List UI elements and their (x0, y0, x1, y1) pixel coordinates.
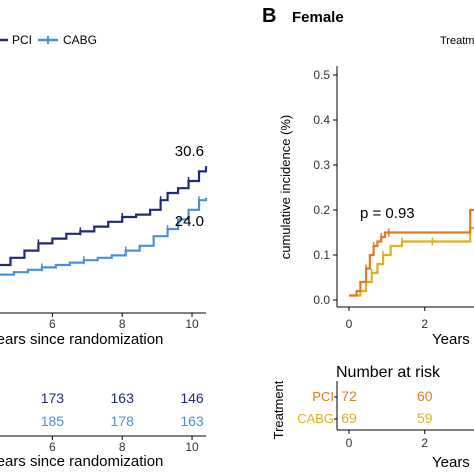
left-risk-x-ticks: 6 8 10 (49, 436, 199, 454)
right-x-tick-label: 2 (421, 317, 428, 331)
left-x-axis-label: Years since randomization (0, 331, 163, 348)
right-y-tick-label: 0.1 (313, 248, 330, 262)
left-x-ticks: 6 8 10 (49, 313, 199, 331)
legend-pci-label: PCI (12, 33, 32, 47)
left-risk-value-cabg: 163 (180, 413, 204, 429)
left-risk-value-cabg: 185 (41, 413, 65, 429)
right-panel: B Female Treatm cumulative incidence (%)… (262, 5, 474, 471)
right-series-line-cabg (349, 226, 474, 297)
right-series-line-pci (349, 208, 474, 297)
right-risk-x-tick-label: 2 (421, 436, 428, 450)
left-x-tick-label: 6 (49, 317, 56, 331)
right-risk-value-cabg: 69 (341, 410, 357, 426)
left-risk-value-pci: 163 (111, 390, 135, 406)
left-risk-x-tick-label: 6 (49, 440, 56, 454)
left-panel: PCI CABG 30.6 24.0 6 8 10 Years since rando… (0, 33, 208, 470)
left-x-tick-label: 10 (185, 317, 199, 331)
left-risk-value-cabg: 178 (111, 413, 135, 429)
right-y-tick-label: 0.0 (313, 293, 330, 307)
left-end-label-pci: 30.6 (175, 143, 204, 160)
right-y-tick-label: 0.2 (313, 203, 330, 217)
left-series: 30.6 24.0 (0, 143, 208, 276)
right-y-ticks: 0.0 0.1 0.2 0.3 0.4 0.5 (313, 68, 337, 307)
left-x-tick-label: 8 (119, 317, 126, 331)
left-end-label-cabg: 24.0 (175, 213, 204, 230)
right-risk-row-label-pci: PCI (312, 389, 334, 404)
right-y-tick-label: 0.3 (313, 158, 330, 172)
right-risk-value-pci: 60 (417, 388, 433, 404)
right-series (349, 208, 474, 297)
left-risk-x-tick-label: 10 (185, 440, 199, 454)
left-risk-x-tick-label: 8 (119, 440, 126, 454)
p-value-annotation: p = 0.93 (360, 205, 415, 222)
right-risk-rows: PCI 72 60 CABG 69 59 (297, 388, 433, 426)
right-x-tick-label: 0 (346, 317, 353, 331)
panel-title-female: Female (292, 9, 344, 26)
right-x-axis-label: Years (432, 331, 470, 348)
left-risk-value-pci: 146 (180, 390, 204, 406)
right-risk-x-tick-label: 0 (346, 436, 353, 450)
left-risk-x-axis-label: Years since randomization (0, 453, 163, 470)
left-series-line-cabg (0, 197, 208, 276)
right-risk-x-axis-label: Years (432, 454, 470, 471)
right-y-tick-label: 0.4 (313, 113, 330, 127)
right-y-tick-label: 0.5 (313, 68, 330, 82)
right-y-axis-label: cumulative incidence (%) (278, 115, 293, 260)
risk-table-y-label: Treatment (271, 380, 286, 439)
right-legend-title: Treatm (440, 35, 474, 47)
left-legend: PCI CABG (0, 33, 97, 47)
legend-cabg-label: CABG (63, 33, 97, 47)
left-risk-table: 173 163 146 185 178 163 (41, 390, 204, 429)
panel-label-b: B (262, 5, 276, 27)
risk-table-title: Number at risk (336, 364, 441, 381)
right-risk-value-pci: 72 (341, 388, 357, 404)
left-risk-value-pci: 173 (41, 390, 65, 406)
right-risk-row-label-cabg: CABG (297, 411, 334, 426)
right-risk-value-cabg: 59 (417, 410, 433, 426)
